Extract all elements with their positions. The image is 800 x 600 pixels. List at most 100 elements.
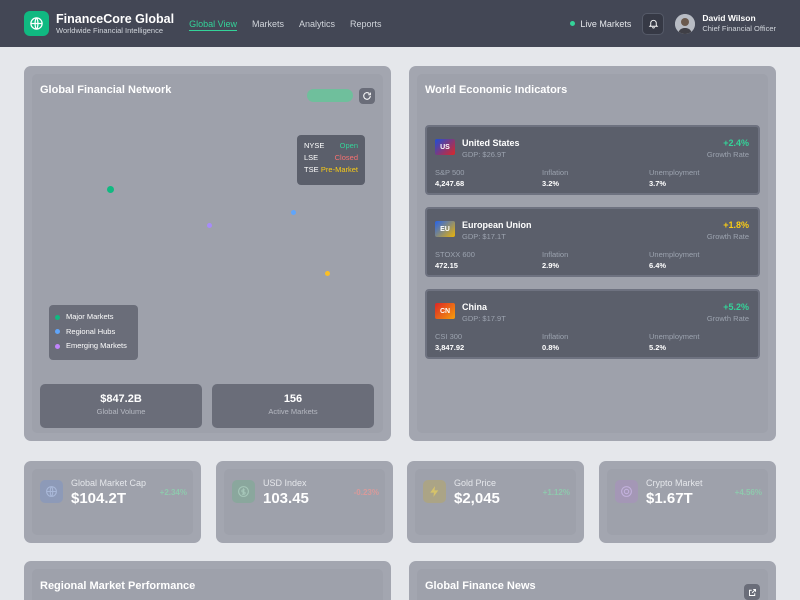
brand: FinanceCore Global Worldwide Financial I… — [56, 12, 174, 36]
metric-label: Global Market Cap — [71, 478, 147, 488]
index-col: STOXX 600 472.15 — [435, 250, 475, 272]
metric-label: USD Index — [263, 478, 307, 488]
index-label: S&P 500 — [435, 168, 465, 177]
metric-usd-index[interactable]: USD Index 103.45 -0.23% — [216, 461, 393, 543]
legend-label: Emerging Markets — [66, 341, 127, 350]
view-toggle[interactable] — [307, 89, 353, 102]
inflation-col: Inflation 2.9% — [542, 250, 568, 272]
inflation-label: Inflation — [542, 168, 569, 177]
legend-label: Major Markets — [66, 312, 114, 321]
metric-change: -0.23% — [353, 488, 379, 497]
main-nav: Global View Markets Analytics Reports — [189, 0, 396, 47]
index-col: CSI 300 3,847.92 — [435, 332, 464, 354]
growth-label: Growth Rate — [706, 314, 749, 323]
legend-item: Regional Hubs — [55, 325, 132, 340]
news-title: Global Finance News — [425, 580, 536, 592]
metric-change: +1.12% — [542, 488, 570, 497]
indicators-title: World Economic Indicators — [425, 84, 568, 96]
market-node-emerging[interactable] — [325, 271, 330, 276]
nav-reports[interactable]: Reports — [350, 18, 382, 29]
globe-icon — [40, 480, 63, 503]
network-legend: Major Markets Regional Hubs Emerging Mar… — [49, 305, 138, 360]
user-role: Chief Financial Officer — [702, 24, 776, 33]
growth-rate: +1.8% — [723, 220, 749, 230]
exchange-status: Open — [339, 141, 358, 150]
legend-dot-icon — [55, 343, 60, 349]
nav-markets[interactable]: Markets — [251, 18, 284, 29]
indicator-card-cn[interactable]: CN China GDP: $17.9T +5.2% Growth Rate C… — [425, 289, 760, 359]
country-gdp: GDP: $26.9T — [462, 150, 506, 159]
index-col: S&P 500 4,247.68 — [435, 168, 464, 190]
crypto-icon — [615, 480, 638, 503]
unemployment-col: Unemployment 6.4% — [649, 250, 699, 272]
country-gdp: GDP: $17.1T — [462, 232, 506, 241]
metric-value: $104.2T — [71, 490, 127, 507]
indicator-card-eu[interactable]: EU European Union GDP: $17.1T +1.8% Grow… — [425, 207, 760, 277]
notifications-button[interactable] — [642, 12, 665, 35]
metric-crypto-market[interactable]: Crypto Market $1.67T +4.56% — [599, 461, 776, 543]
network-panel-inner — [32, 74, 383, 433]
unemployment-col: Unemployment 3.7% — [649, 168, 699, 190]
bolt-icon — [423, 480, 446, 503]
exchange-name: NYSE — [304, 141, 325, 150]
header-right: Live Markets David Wilson Chief Financia… — [570, 12, 776, 35]
growth-label: Growth Rate — [706, 150, 749, 159]
exchange-row-lse: LSE Closed — [304, 152, 358, 164]
country-name: China — [462, 302, 488, 312]
news-open-button[interactable] — [744, 584, 760, 600]
nav-analytics[interactable]: Analytics — [298, 18, 335, 29]
market-node-regional[interactable] — [291, 210, 296, 215]
regional-panel — [24, 561, 391, 600]
inflation-value: 0.8% — [542, 343, 560, 352]
app-subtitle: Worldwide Financial Intelligence — [56, 25, 163, 35]
growth-rate: +2.4% — [723, 138, 749, 148]
growth-label: Growth Rate — [706, 232, 749, 241]
live-indicator: Live Markets — [570, 19, 631, 29]
nav-global-view[interactable]: Global View — [189, 0, 237, 47]
unemployment-value: 3.7% — [649, 179, 667, 188]
index-value: 472.15 — [435, 261, 458, 270]
growth-rate: +5.2% — [723, 302, 749, 312]
top-header: FinanceCore Global Worldwide Financial I… — [0, 0, 800, 47]
logo-icon[interactable] — [24, 11, 49, 36]
stat-label: Active Markets — [268, 407, 318, 416]
inflation-value: 3.2% — [542, 179, 560, 188]
stat-active-markets: 156 Active Markets — [212, 384, 374, 428]
stat-value: $847.2B — [100, 393, 142, 405]
network-title: Global Financial Network — [40, 84, 172, 96]
metric-value: $1.67T — [646, 490, 693, 507]
metric-global-market-cap[interactable]: Global Market Cap $104.2T +2.34% — [24, 461, 201, 543]
legend-dot-icon — [55, 314, 60, 320]
index-value: 4,247.68 — [435, 179, 465, 188]
legend-item: Major Markets — [55, 310, 132, 325]
stat-global-volume: $847.2B Global Volume — [40, 384, 202, 428]
exchange-status-box: NYSE Open LSE Closed TSE Pre-Market — [297, 135, 365, 185]
index-value: 3,847.92 — [435, 343, 465, 352]
legend-item: Emerging Markets — [55, 339, 132, 354]
unemployment-label: Unemployment — [649, 332, 700, 341]
regional-title: Regional Market Performance — [40, 580, 196, 592]
us-flag-icon: US — [435, 139, 455, 155]
market-node-emerging[interactable] — [207, 223, 212, 228]
user-name: David Wilson — [702, 13, 756, 23]
market-node-major[interactable] — [107, 186, 114, 193]
index-label: CSI 300 — [435, 332, 463, 341]
inflation-label: Inflation — [542, 250, 569, 259]
eu-flag-icon: EU — [435, 221, 455, 237]
exchange-name: TSE — [304, 165, 319, 174]
exchange-row-nyse: NYSE Open — [304, 140, 358, 152]
unemployment-label: Unemployment — [649, 250, 700, 259]
country-name: United States — [462, 138, 520, 148]
exchange-status: Pre-Market — [320, 165, 358, 174]
metric-gold-price[interactable]: Gold Price $2,045 +1.12% — [407, 461, 584, 543]
metric-change: +2.34% — [159, 488, 187, 497]
metric-label: Crypto Market — [646, 478, 703, 488]
cn-flag-icon: CN — [435, 303, 455, 319]
indicator-card-us[interactable]: US United States GDP: $26.9T +2.4% Growt… — [425, 125, 760, 195]
refresh-button[interactable] — [359, 88, 375, 104]
unemployment-label: Unemployment — [649, 168, 700, 177]
bell-icon — [648, 19, 659, 29]
inflation-label: Inflation — [542, 332, 569, 341]
avatar[interactable] — [675, 13, 696, 34]
inflation-value: 2.9% — [542, 261, 560, 270]
